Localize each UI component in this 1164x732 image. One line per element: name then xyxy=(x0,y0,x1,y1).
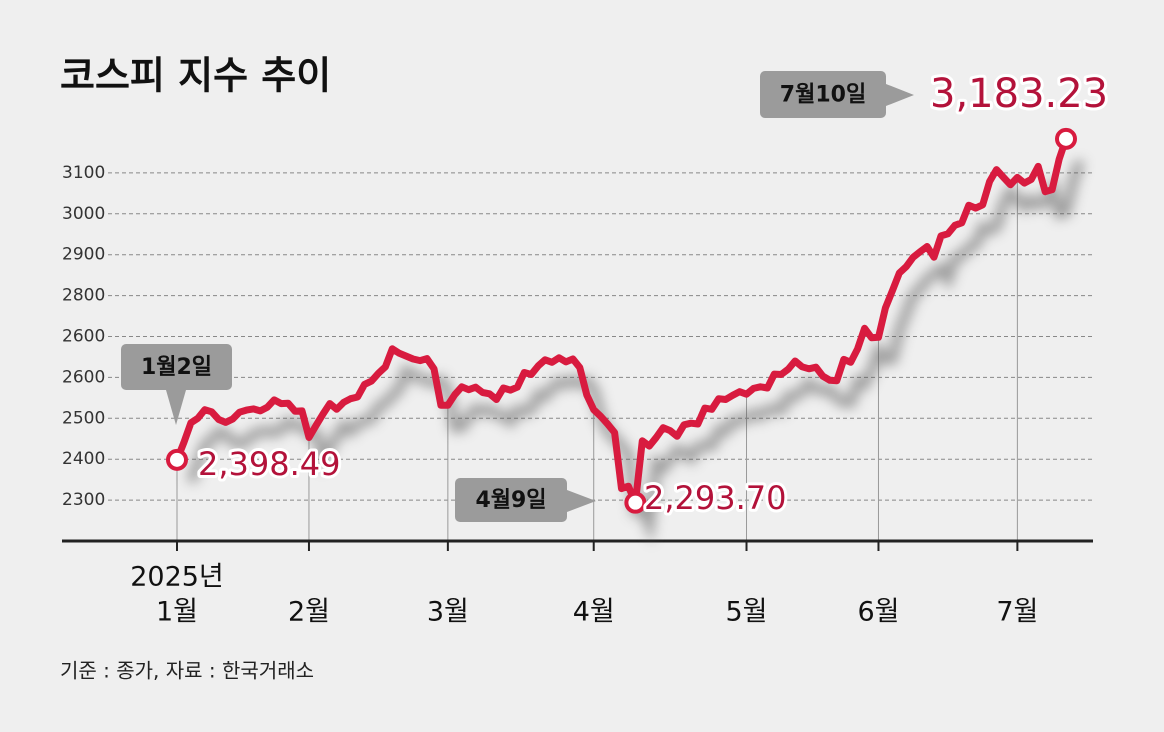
line xyxy=(173,137,1070,507)
y-tick-label: 2300 xyxy=(62,490,105,510)
callout-pointer xyxy=(567,490,596,512)
x-tick-label: 3월 xyxy=(427,597,469,628)
callout-box xyxy=(121,344,232,390)
y-tick-label: 3100 xyxy=(62,163,105,183)
y-tick-label: 2500 xyxy=(62,408,105,428)
x-tick-label: 5월 xyxy=(726,597,768,628)
point-marker xyxy=(1055,127,1077,150)
point-marker xyxy=(166,448,188,471)
y-tick-label: 2400 xyxy=(62,449,105,469)
value-label-outline: 2,293.70 xyxy=(644,479,787,517)
value-label-outline: 2,398.49 xyxy=(198,445,341,483)
value-label: 2,293.70 xyxy=(644,479,787,517)
x-tick-label: 2월 xyxy=(288,597,330,628)
x-year-label: 2025년 xyxy=(130,562,224,593)
value-label: 3,183.23 xyxy=(930,71,1108,117)
callout-box xyxy=(760,71,886,118)
x-tick-label: 7월 xyxy=(996,597,1038,628)
callout-pointer xyxy=(166,390,186,425)
y-tick-label: 2600 xyxy=(62,367,105,387)
callout-box xyxy=(455,478,567,522)
chart-title: 코스피 지수 추이 xyxy=(60,54,331,98)
y-tick-label: 2900 xyxy=(62,245,105,265)
x-tick-label: 1월 xyxy=(156,597,198,628)
y-tick-label: 2800 xyxy=(62,286,105,306)
callout-label: 4월9일 xyxy=(475,488,546,513)
callout-label: 1월2일 xyxy=(141,355,212,380)
point-marker xyxy=(624,491,647,514)
value-label-outline: 3,183.23 xyxy=(930,71,1108,117)
source-note: 기준 : 종가, 자료 : 한국거래소 xyxy=(60,659,314,683)
x-tick-label: 6월 xyxy=(857,597,899,628)
value-label: 2,398.49 xyxy=(198,445,341,483)
callout-pointer xyxy=(886,84,914,106)
y-tick-label: 3000 xyxy=(62,204,105,224)
callout-label: 7월10일 xyxy=(780,83,866,108)
y-tick-label: 2600 xyxy=(62,327,105,347)
x-tick-label: 4월 xyxy=(573,597,615,628)
